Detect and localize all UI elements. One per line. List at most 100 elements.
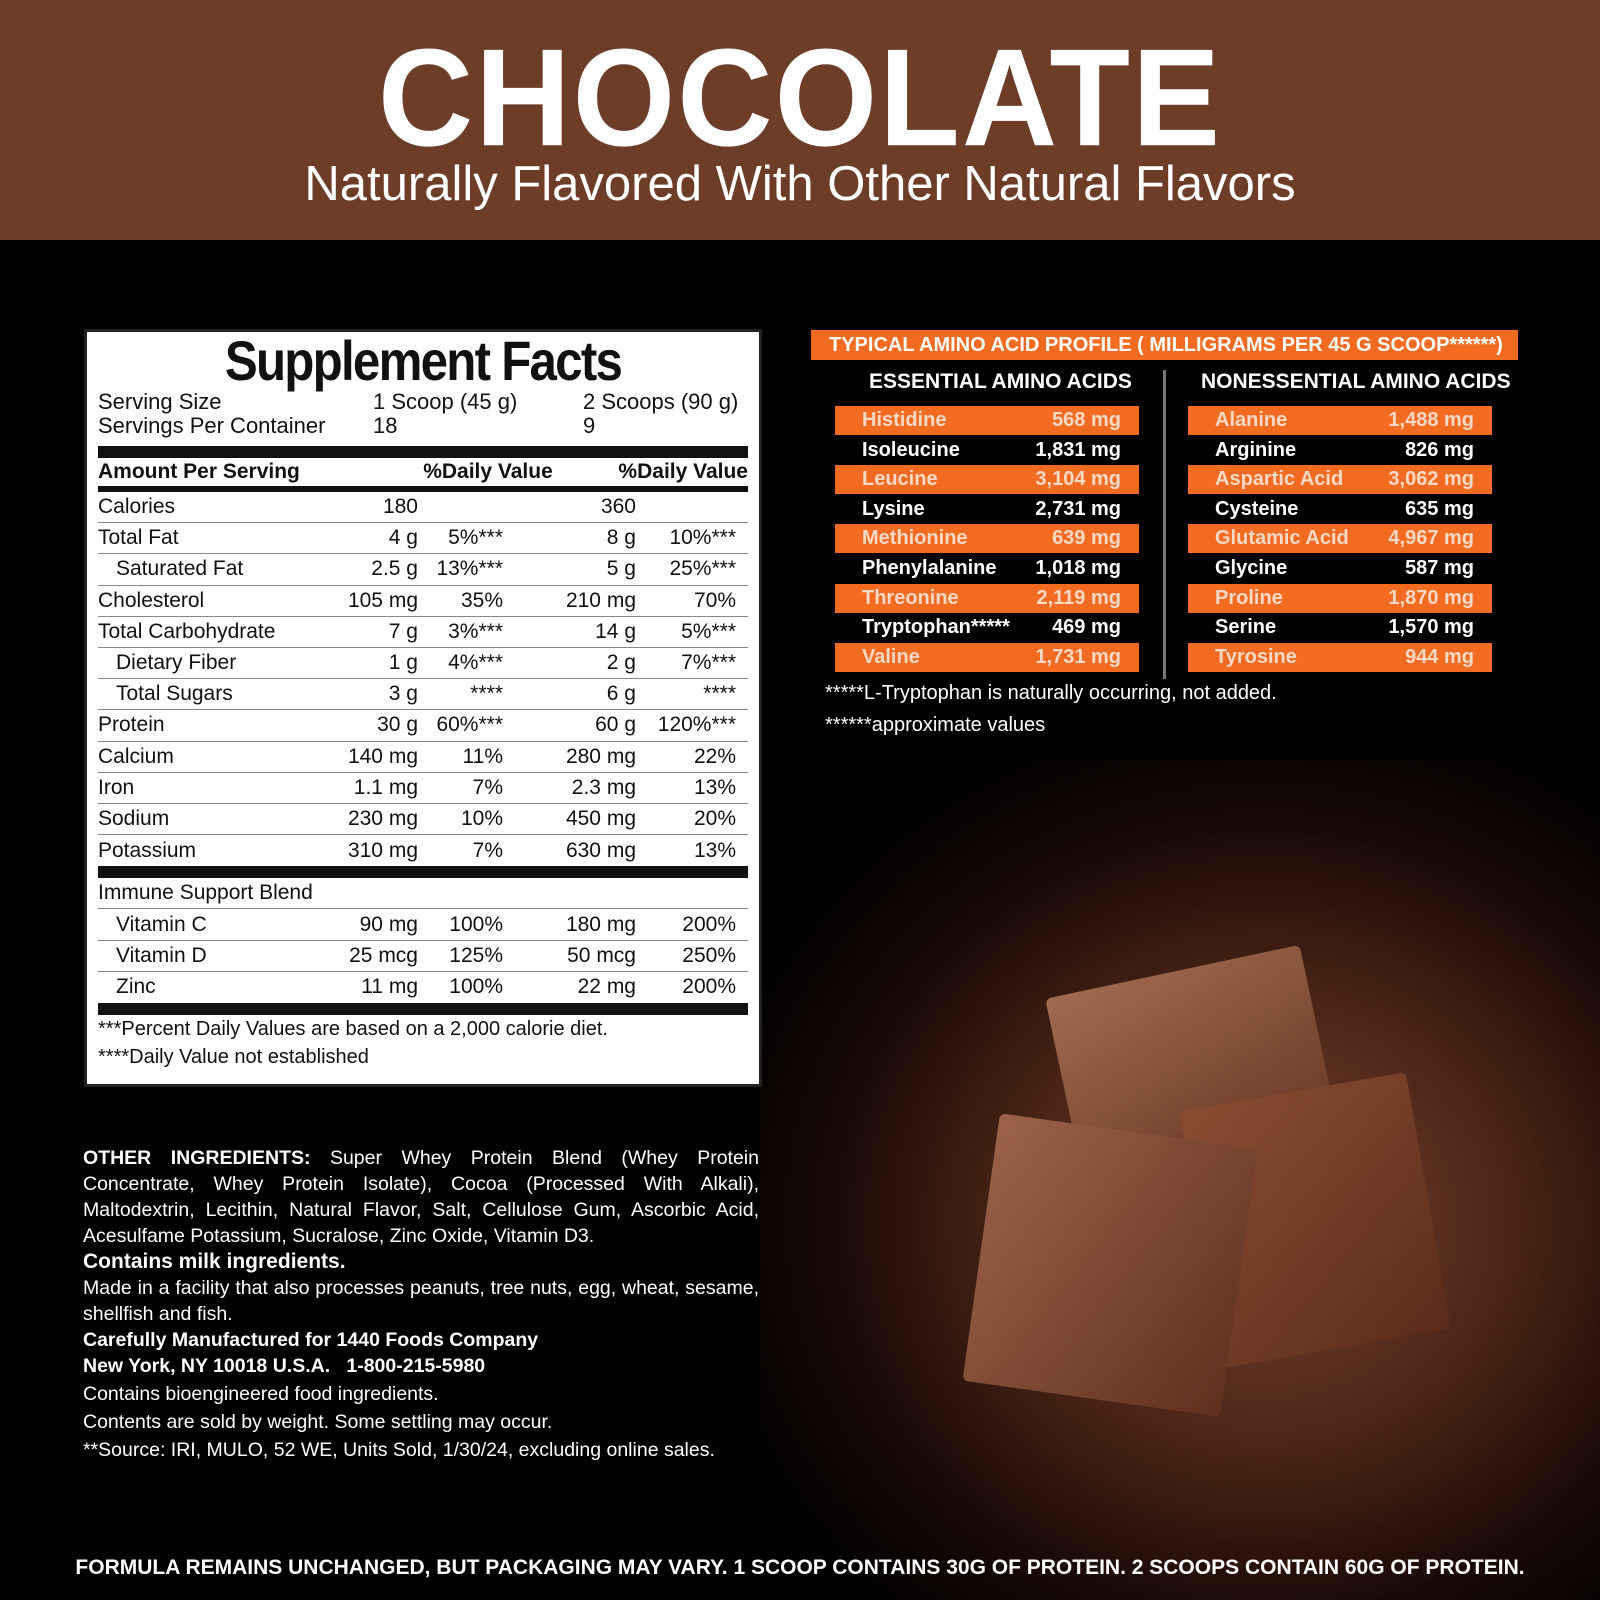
essential-amino-row: Histidine 568 mg (835, 406, 1139, 435)
footnote-1: ***Percent Daily Values are based on a 2… (98, 1018, 608, 1040)
nutrient-name: Total Fat (98, 526, 179, 550)
essential-amino-row: Leucine 3,104 mg (835, 465, 1139, 495)
essential-amino-row: Tryptophan***** 469 mg (835, 613, 1139, 642)
dv-label-1: %Daily Value (423, 460, 553, 483)
nutrient-name: Saturated Fat (116, 557, 244, 581)
amount-2: 60 g (595, 713, 636, 737)
amount-1: 105 mg (347, 588, 418, 612)
divider (98, 866, 748, 879)
ingredients-text: Super Whey Protein Blend (Whey Protein C… (83, 1147, 759, 1247)
amino-value: 2,731 mg (1035, 497, 1121, 520)
daily-value-1: 7% (472, 838, 503, 862)
blend-label: Immune Support Blend (98, 881, 313, 905)
essential-amino-row: Lysine 2,731 mg (835, 495, 1139, 524)
amount-1: 1 g (388, 651, 418, 675)
amount-2: 5 g (606, 557, 636, 581)
dv-label-2: %Daily Value (618, 460, 748, 483)
essential-amino-row: Methionine 639 mg (835, 524, 1139, 554)
approx-note: ******approximate values (825, 714, 1046, 736)
amount-2: 2 g (606, 651, 636, 675)
daily-value-2: 13% (693, 838, 736, 862)
amino-name: Histidine (862, 409, 947, 431)
daily-value-2: **** (703, 682, 736, 706)
daily-value-2: 120%*** (657, 713, 736, 737)
amount-2: 22 mg (577, 975, 636, 999)
footnote-2: ****Daily Value not established (98, 1046, 369, 1068)
amount-1: 25 mcg (349, 943, 418, 967)
amino-name: Threonine (862, 586, 959, 609)
supplement-facts-panel: Supplement Facts Serving Size 1 Scoop (45… (84, 329, 762, 1087)
divider (98, 1003, 748, 1015)
amino-value: 1,488 mg (1388, 409, 1474, 431)
amino-name: Lysine (862, 497, 925, 520)
amino-value: 639 mg (1052, 527, 1121, 550)
amount-2: 180 mg (565, 912, 636, 936)
nutrient-name: Vitamin D (116, 943, 207, 967)
bioengineered-statement: Contains bioengineered food ingredients. (83, 1383, 439, 1405)
nutrient-row: Saturated Fat 2.5 g 13%*** 5 g 25%*** (98, 554, 748, 586)
amount-2: 450 mg (565, 806, 636, 830)
essential-amino-row: Phenylalanine 1,018 mg (835, 554, 1139, 583)
nonessential-amino-row: Glutamic Acid 4,967 mg (1188, 524, 1492, 554)
nutrient-name: Vitamin C (116, 912, 207, 936)
nutrient-name: Potassium (98, 838, 197, 862)
amino-name: Isoleucine (862, 438, 960, 461)
essential-header: ESSENTIAL AMINO ACIDS (869, 370, 1132, 393)
daily-value-1: 60%*** (436, 713, 503, 737)
amount-2: 8 g (606, 526, 636, 550)
nonessential-amino-row: Proline 1,870 mg (1188, 583, 1492, 613)
label: Servings Per Container (98, 413, 326, 438)
flavor-title: CHOCOLATE (377, 20, 1223, 175)
manufacturer-line-2: New York, NY 10018 U.S.A. 1-800-215-5980 (83, 1355, 486, 1377)
amount-1: 3 g (388, 682, 418, 706)
amount-1: 30 g (377, 713, 418, 737)
nutrient-name: Protein (98, 713, 165, 737)
amino-value: 568 mg (1052, 409, 1121, 431)
nutrient-row: Calories 180 360 (98, 492, 748, 524)
daily-value-1: 7% (472, 775, 503, 799)
chocolate-image (760, 760, 1600, 1600)
amino-name: Phenylalanine (862, 557, 997, 579)
daily-value-2: 20% (693, 806, 736, 830)
amino-name: Tryptophan***** (862, 616, 1010, 639)
daily-value-1: 100% (449, 912, 503, 936)
ingredients-block: OTHER INGREDIENTS: Super Whey Protein Bl… (83, 1145, 759, 1463)
amino-name: Cysteine (1215, 497, 1299, 520)
amount-1: 230 mg (347, 806, 418, 830)
amino-value: 2,119 mg (1036, 586, 1121, 609)
blend-label-row: Immune Support Blend (98, 878, 748, 910)
amount-1: 310 mg (347, 838, 418, 862)
daily-value-1: 5%*** (448, 526, 503, 550)
amount-2: 6 g (606, 682, 636, 706)
daily-value-1: 11% (462, 744, 503, 768)
nonessential-amino-row: Alanine 1,488 mg (1188, 406, 1492, 435)
daily-value-2: 7%*** (681, 651, 736, 675)
label: Serving Size (98, 389, 222, 414)
supplement-facts-title: Supplement Facts (224, 329, 623, 392)
nutrient-row: Vitamin C 90 mg 100% 180 mg 200% (98, 909, 748, 941)
tryptophan-note: *****L-Tryptophan is naturally occurring… (825, 682, 1277, 704)
nutrient-row: Cholesterol 105 mg 35% 210 mg 70% (98, 586, 748, 617)
daily-value-2: 5%*** (681, 619, 736, 643)
amino-name: Serine (1215, 616, 1277, 639)
amount-2: 14 g (595, 619, 636, 643)
amino-name: Tyrosine (1215, 645, 1297, 668)
nutrient-rows: Calories 180 360 Total Fat 4 g 5%*** 8 g 10%***… (98, 492, 748, 866)
daily-value-1: 4%*** (448, 651, 503, 675)
nutrient-row: Total Fat 4 g 5%*** 8 g 10%*** (98, 523, 748, 555)
essential-amino-row: Threonine 2,119 mg (835, 583, 1139, 613)
nutrient-name: Iron (98, 775, 135, 799)
amino-value: 944 mg (1405, 645, 1474, 668)
amount-1: 180 (382, 495, 418, 519)
daily-value-2: 22% (693, 744, 736, 768)
nutrient-name: Calcium (98, 744, 174, 768)
nutrient-name: Sodium (98, 806, 170, 830)
amount-1: 1.1 mg (353, 775, 418, 799)
nutrient-row: Calcium 140 mg 11% 280 mg 22% (98, 742, 748, 773)
amount-2: 2.3 mg (571, 775, 636, 799)
nonessential-amino-row: Cysteine 635 mg (1188, 495, 1492, 524)
daily-value-2: 10%*** (669, 526, 736, 550)
value-2: 2 Scoops (90 g) (583, 389, 739, 414)
amino-name: Leucine (862, 468, 938, 491)
column-divider (1163, 370, 1166, 679)
